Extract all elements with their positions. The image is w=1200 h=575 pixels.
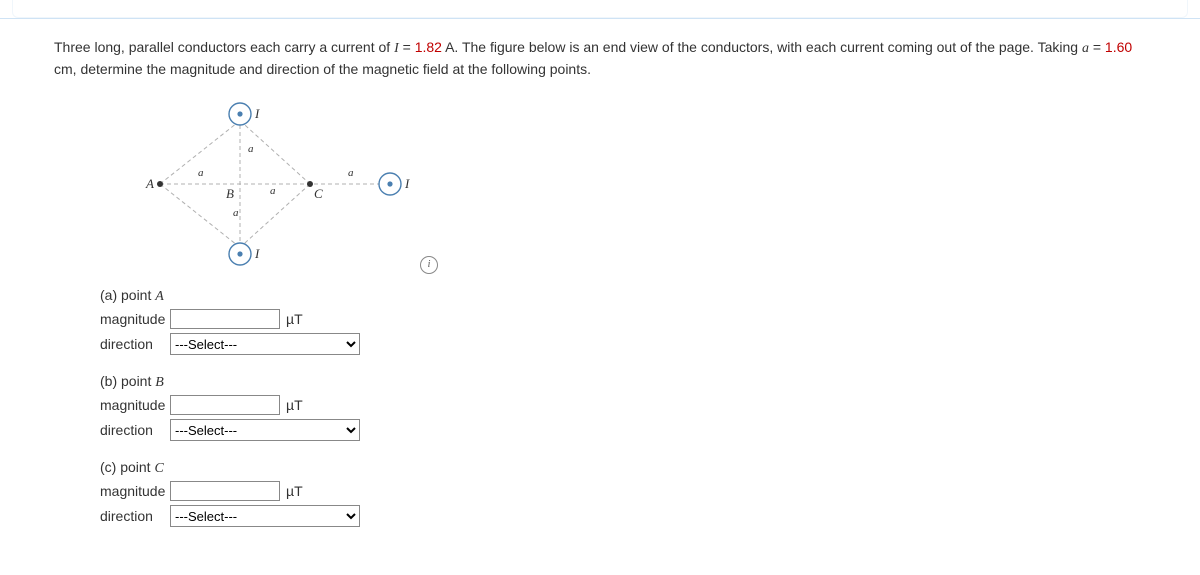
magnitude-row: magnitude µT <box>100 395 1200 415</box>
part-title-point: A <box>155 289 164 304</box>
top-frame-edge <box>0 0 1200 19</box>
direction-row: direction---Select--- <box>100 333 1200 355</box>
text-segment: determine the magnitude and direction of… <box>80 61 591 77</box>
magnitude-unit: µT <box>286 483 303 499</box>
part-c: (c) point CmagnitudeµTdirection---Select… <box>100 459 1200 527</box>
conductor-figure: I I I A B Ca a a a a <box>120 94 430 274</box>
direction-label: direction <box>100 336 170 352</box>
problem-statement: Three long, parallel conductors each car… <box>0 27 1200 86</box>
magnitude-input[interactable] <box>170 395 280 415</box>
part-title-prefix: (c) point <box>100 459 154 475</box>
svg-text:a: a <box>270 185 276 197</box>
part-b: (b) point BmagnitudeµTdirection---Select… <box>100 373 1200 441</box>
direction-row: direction---Select--- <box>100 505 1200 527</box>
svg-text:B: B <box>226 186 234 201</box>
text-segment: Three long, parallel conductors each car… <box>54 39 394 55</box>
part-title: (a) point A <box>100 287 1200 305</box>
magnitude-label: magnitude <box>100 311 170 327</box>
part-title-prefix: (b) point <box>100 373 155 389</box>
direction-label: direction <box>100 508 170 524</box>
part-title-prefix: (a) point <box>100 287 155 303</box>
direction-row: direction---Select--- <box>100 419 1200 441</box>
part-title: (c) point C <box>100 459 1200 477</box>
magnitude-row: magnitude µT <box>100 309 1200 329</box>
answer-section: (a) point AmagnitudeµTdirection---Select… <box>0 287 1200 527</box>
part-title-point: B <box>155 375 164 390</box>
value-I: 1.82 <box>415 39 442 55</box>
svg-text:A: A <box>145 176 154 191</box>
magnitude-unit: µT <box>286 311 303 327</box>
text-segment: = <box>399 39 415 55</box>
svg-text:a: a <box>348 167 354 179</box>
svg-text:C: C <box>314 186 323 201</box>
svg-text:I: I <box>404 176 410 191</box>
magnitude-input[interactable] <box>170 481 280 501</box>
magnitude-label: magnitude <box>100 483 170 499</box>
text-segment: cm, <box>54 61 80 77</box>
text-segment: = <box>1089 39 1105 55</box>
direction-select[interactable]: ---Select--- <box>170 505 360 527</box>
magnitude-row: magnitude µT <box>100 481 1200 501</box>
figure-container: I I I A B Ca a a a a i <box>0 86 1200 287</box>
text-segment: A. <box>442 39 462 55</box>
svg-text:a: a <box>198 167 204 179</box>
magnitude-label: magnitude <box>100 397 170 413</box>
direction-select[interactable]: ---Select--- <box>170 419 360 441</box>
direction-select[interactable]: ---Select--- <box>170 333 360 355</box>
text-segment: The figure below is an end view of the c… <box>462 39 1082 55</box>
svg-text:I: I <box>254 106 260 121</box>
magnitude-unit: µT <box>286 397 303 413</box>
part-a: (a) point AmagnitudeµTdirection---Select… <box>100 287 1200 355</box>
info-icon[interactable]: i <box>420 256 438 274</box>
var-a: a <box>1082 41 1089 56</box>
svg-text:a: a <box>248 143 254 155</box>
magnitude-input[interactable] <box>170 309 280 329</box>
direction-label: direction <box>100 422 170 438</box>
value-a: 1.60 <box>1105 39 1132 55</box>
svg-text:a: a <box>233 207 239 219</box>
svg-text:I: I <box>254 246 260 261</box>
page-root: Three long, parallel conductors each car… <box>0 0 1200 575</box>
part-title-point: C <box>154 461 163 476</box>
part-title: (b) point B <box>100 373 1200 391</box>
